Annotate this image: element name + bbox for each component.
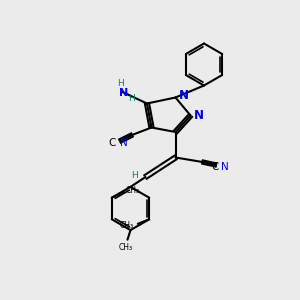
Text: N: N: [194, 109, 204, 122]
Text: CH₃: CH₃: [125, 186, 140, 195]
Text: C: C: [109, 137, 116, 148]
Text: H: H: [129, 94, 135, 103]
Text: N: N: [119, 88, 128, 98]
Text: CH₃: CH₃: [120, 221, 134, 230]
Text: C: C: [212, 161, 219, 172]
Text: H: H: [117, 79, 123, 88]
Text: CH₃: CH₃: [119, 243, 133, 252]
Text: H: H: [132, 171, 138, 180]
Text: N: N: [120, 137, 128, 148]
Text: N: N: [221, 161, 229, 172]
Text: N: N: [179, 88, 189, 102]
